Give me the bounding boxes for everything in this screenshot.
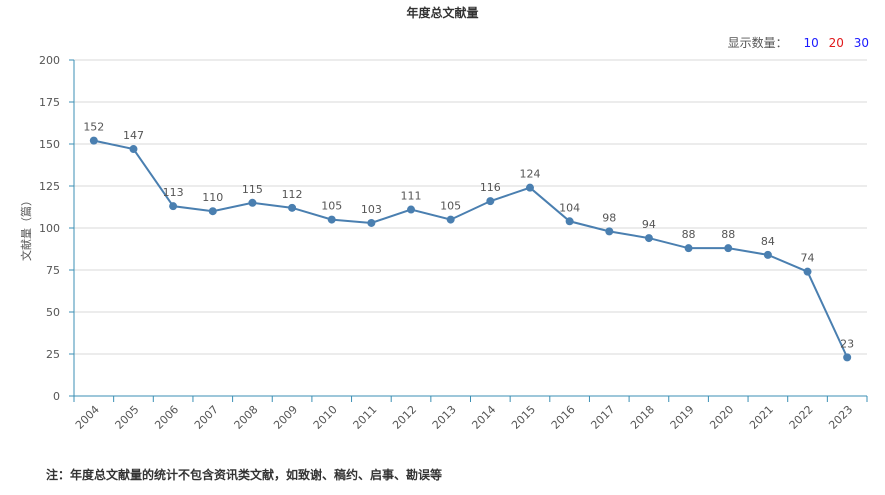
data-point-2004[interactable] [89, 136, 98, 145]
data-label-2018: 94 [642, 218, 656, 231]
data-label-2011: 103 [361, 203, 382, 216]
y-tick-label: 100 [39, 222, 60, 235]
y-tick-label: 125 [39, 180, 60, 193]
y-tick-label: 50 [46, 306, 60, 319]
y-axis-label: 文献量（篇） [19, 195, 33, 261]
data-label-2008: 115 [242, 183, 263, 196]
data-label-2005: 147 [123, 129, 144, 142]
y-tick-label: 175 [39, 96, 60, 109]
display-count-10[interactable]: 10 [803, 36, 819, 50]
data-point-2009[interactable] [288, 203, 297, 212]
footnote: 注：年度总文献量的统计不包含资讯类文献，如致谢、稿约、启事、勘误等 [46, 468, 443, 482]
x-tick-label: 2021 [747, 403, 776, 432]
data-point-2023[interactable] [843, 353, 852, 362]
y-tick-label: 200 [39, 54, 60, 67]
y-tick-label: 25 [46, 348, 60, 361]
y-tick-labels: 0 25 50 75 100 125 150 175 200 [39, 54, 60, 403]
y-tick-label: 75 [46, 264, 60, 277]
y-tick-label: 0 [53, 390, 60, 403]
data-point-2016[interactable] [565, 217, 574, 226]
x-tick-label: 2022 [787, 403, 816, 432]
data-label-2022: 74 [801, 252, 815, 265]
data-point-2019[interactable] [684, 244, 693, 253]
data-label-2006: 113 [163, 186, 184, 199]
data-point-2014[interactable] [486, 197, 495, 206]
data-point-2007[interactable] [208, 207, 217, 216]
x-tick-label: 2015 [509, 403, 538, 432]
data-point-2020[interactable] [724, 244, 733, 253]
display-count-selector: 显示数量： 10 20 30 [728, 34, 869, 51]
x-tick-label: 2008 [232, 403, 261, 432]
x-tick-label: 2020 [707, 403, 736, 432]
data-label-2010: 105 [321, 200, 342, 213]
data-point-2022[interactable] [803, 267, 812, 276]
data-point-2011[interactable] [367, 218, 376, 227]
x-tick-label: 2016 [549, 403, 578, 432]
x-tick-label: 2012 [390, 403, 419, 432]
data-label-2017: 98 [602, 211, 616, 224]
data-point-2015[interactable] [525, 183, 534, 192]
data-point-2012[interactable] [407, 205, 416, 214]
x-tick-label: 2010 [311, 403, 340, 432]
data-point-2010[interactable] [327, 215, 336, 224]
x-tick-label: 2009 [271, 403, 300, 432]
x-tick-labels: 2004 2005 2006 2007 2008 2009 2010 2011 2012 2013… [73, 403, 855, 432]
data-label-2016: 104 [559, 201, 580, 214]
x-tick-label: 2004 [73, 403, 102, 432]
data-label-2012: 111 [401, 190, 422, 203]
data-labels: 152 147 113 110 115 112 105 103 111 105 116 124 104 9… [83, 121, 854, 351]
x-tick-label: 2017 [588, 403, 617, 432]
data-label-2004: 152 [83, 121, 104, 134]
data-point-2008[interactable] [248, 198, 257, 207]
data-point-2005[interactable] [129, 145, 138, 154]
data-point-2018[interactable] [644, 234, 653, 243]
display-count-30[interactable]: 30 [853, 36, 869, 50]
grid-lines [74, 59, 867, 355]
data-label-2019: 88 [682, 228, 696, 241]
axes [69, 59, 868, 402]
data-label-2023: 23 [840, 337, 854, 350]
x-tick-label: 2014 [469, 403, 498, 432]
data-label-2007: 110 [202, 191, 223, 204]
x-tick-label: 2005 [113, 403, 142, 432]
data-label-2013: 105 [440, 200, 461, 213]
x-tick-label: 2011 [351, 403, 380, 432]
x-tick-label: 2013 [430, 403, 459, 432]
chart-title: 年度总文献量 [406, 6, 479, 20]
data-point-2006[interactable] [169, 202, 178, 211]
data-point-2017[interactable] [605, 227, 614, 236]
data-point-2013[interactable] [446, 215, 455, 224]
display-count-label: 显示数量： [727, 36, 788, 50]
x-tick-label: 2019 [668, 403, 697, 432]
data-label-2021: 84 [761, 235, 775, 248]
data-label-2020: 88 [721, 228, 735, 241]
x-tick-label: 2006 [152, 403, 181, 432]
data-label-2009: 112 [282, 188, 303, 201]
y-tick-label: 150 [39, 138, 60, 151]
data-point-2021[interactable] [763, 250, 772, 259]
data-label-2014: 116 [480, 181, 501, 194]
x-tick-label: 2023 [826, 403, 855, 432]
x-tick-label: 2018 [628, 403, 657, 432]
series-line [93, 139, 849, 358]
x-tick-label: 2007 [192, 403, 221, 432]
display-count-20[interactable]: 20 [828, 36, 844, 50]
data-label-2015: 124 [519, 168, 540, 181]
data-points [89, 136, 852, 362]
